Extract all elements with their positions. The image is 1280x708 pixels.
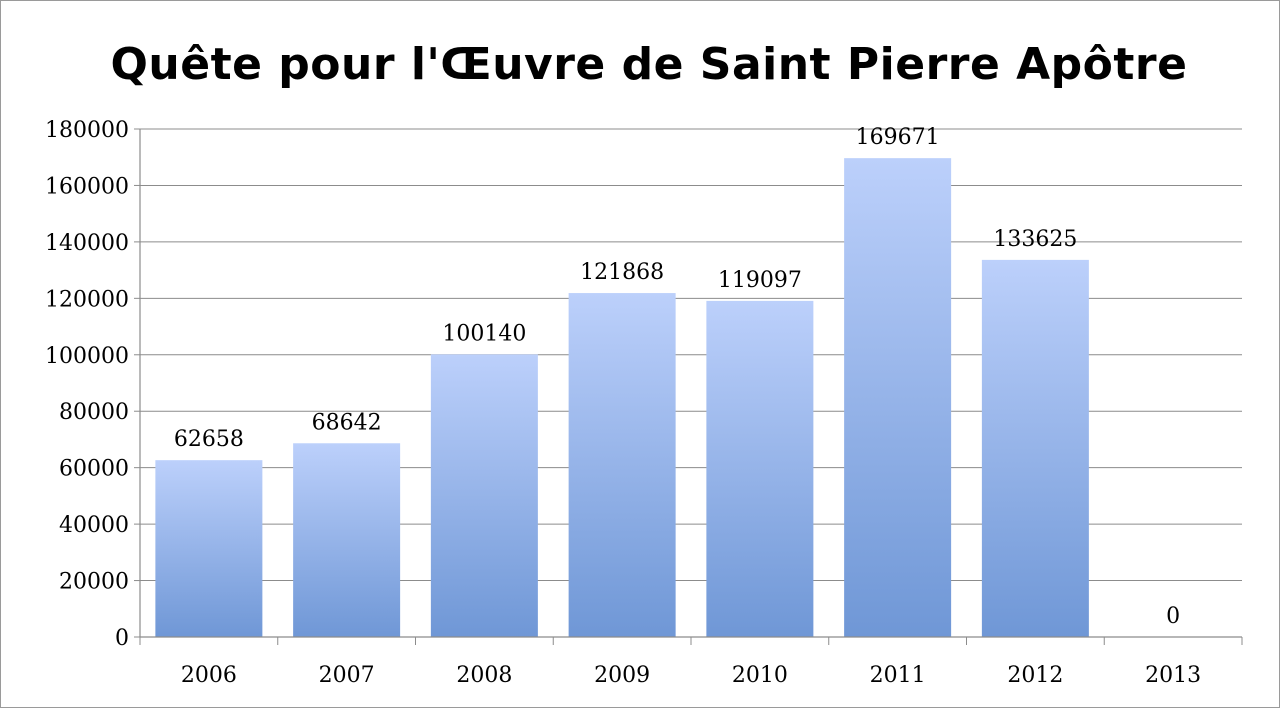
- axes: [134, 128, 1243, 645]
- x-tick-label: 2007: [319, 663, 375, 688]
- y-tick-label: 0: [115, 626, 129, 651]
- y-tick-label: 40000: [59, 513, 129, 538]
- data-label: 0: [1166, 604, 1180, 629]
- x-tick-label: 2013: [1145, 663, 1201, 688]
- y-tick-label: 80000: [59, 400, 129, 425]
- bars: [155, 158, 1089, 637]
- bar: [706, 300, 814, 637]
- x-tick-label: 2008: [456, 663, 512, 688]
- y-tick-label: 20000: [59, 570, 129, 595]
- x-tick-label: 2012: [1007, 663, 1063, 688]
- y-tick-label: 140000: [45, 231, 129, 256]
- data-label: 119097: [718, 268, 802, 293]
- x-tick-label: 2010: [732, 663, 788, 688]
- y-tick-label: 180000: [45, 118, 129, 143]
- data-label: 121868: [580, 260, 664, 285]
- bar: [155, 460, 263, 637]
- data-label: 133625: [993, 227, 1077, 252]
- x-tick-label: 2011: [870, 663, 926, 688]
- data-label: 169671: [856, 125, 940, 150]
- data-label: 62658: [174, 427, 244, 452]
- bar: [293, 443, 401, 637]
- bar: [430, 354, 538, 637]
- y-tick-label: 100000: [45, 344, 129, 369]
- x-tick-label: 2009: [594, 663, 650, 688]
- bar: [568, 293, 676, 637]
- y-tick-label: 160000: [45, 174, 129, 199]
- y-tick-label: 60000: [59, 457, 129, 482]
- bar: [981, 259, 1089, 637]
- x-tick-label: 2006: [181, 663, 237, 688]
- data-label: 68642: [312, 410, 382, 435]
- chart-title: Quête pour l'Œuvre de Saint Pierre Apôtr…: [110, 39, 1188, 90]
- labels: 0 20000 40000 60000 80000 100000 120000 140000 1…: [45, 118, 1201, 688]
- y-tick-label: 120000: [45, 287, 129, 312]
- bar: [844, 158, 952, 637]
- data-label: 100140: [442, 321, 526, 346]
